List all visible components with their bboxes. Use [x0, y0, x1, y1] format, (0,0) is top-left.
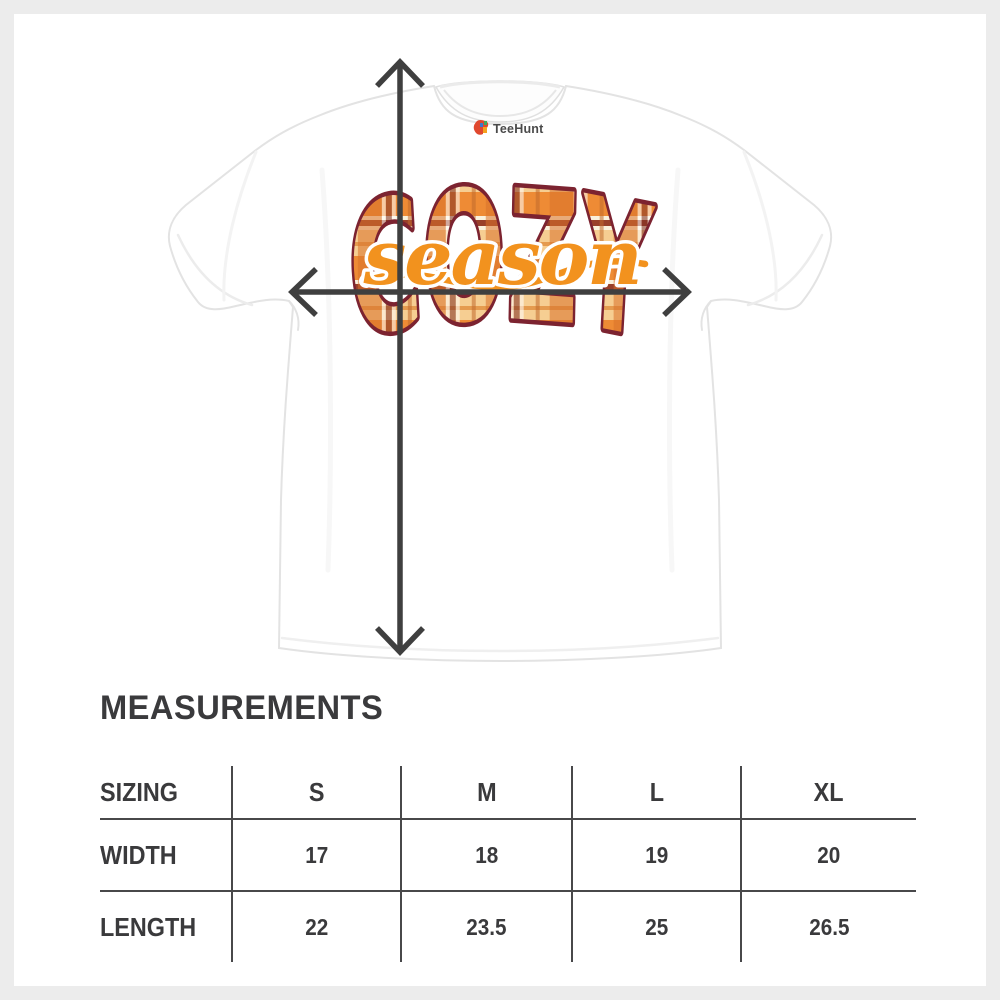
season-swash-orange [362, 258, 649, 291]
design-artwork: COZY season [340, 149, 661, 384]
header-cell-m: M [400, 766, 571, 818]
tshirt-graphic: TeeHunt COZY season [167, 58, 833, 663]
table-row-width: WIDTH 17 18 19 20 [100, 820, 916, 892]
tshirt-photo: TeeHunt COZY season [167, 58, 833, 663]
width-value-l: 19 [571, 820, 740, 890]
row-label-width: WIDTH [100, 839, 177, 870]
tshirt-body [167, 84, 833, 663]
header-cell-l: L [571, 766, 740, 818]
header-cell-s: S [231, 766, 400, 818]
width-value-s: 17 [231, 820, 400, 890]
header-cell-sizing: SIZING [100, 776, 179, 807]
width-value-xl: 20 [740, 820, 916, 890]
collar-inner-shadow [443, 89, 557, 118]
length-value-l: 25 [571, 892, 740, 962]
fabric-shading [176, 150, 824, 653]
brand-label: TeeHunt [473, 120, 544, 136]
length-value-s: 22 [231, 892, 400, 962]
length-measure-arrow [375, 58, 425, 656]
width-measure-arrow [288, 267, 692, 317]
table-header-row: SIZING S M L XL [100, 766, 916, 820]
brand-label-text: TeeHunt [493, 122, 544, 136]
row-label-length: LENGTH [100, 911, 197, 942]
measure-arrows [288, 58, 692, 656]
length-value-m: 23.5 [400, 892, 571, 962]
measurements-heading: MEASUREMENTS [100, 689, 395, 728]
length-value-xl: 26.5 [740, 892, 916, 962]
collar-back-line [439, 80, 561, 89]
width-value-m: 18 [400, 820, 571, 890]
design-season-text: season [362, 213, 640, 302]
measurements-heading-text: MEASUREMENTS [100, 689, 384, 727]
size-table: SIZING S M L XL WIDTH 17 18 19 20 LENGTH… [100, 766, 916, 962]
table-row-length: LENGTH 22 23.5 25 26.5 [100, 892, 916, 962]
brand-logo-icon [473, 120, 489, 135]
header-cell-xl: XL [740, 766, 916, 818]
